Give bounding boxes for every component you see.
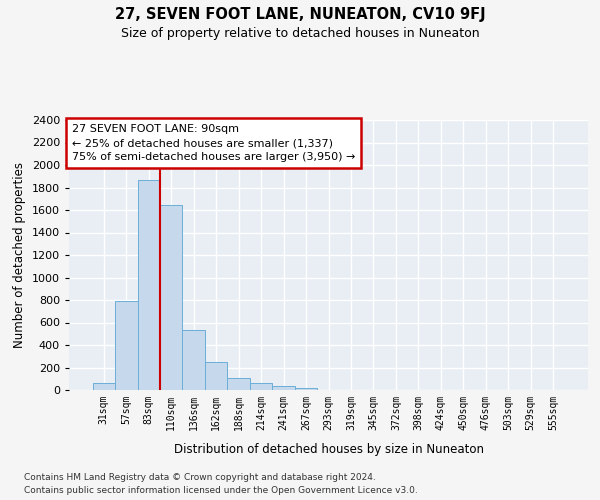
Y-axis label: Number of detached properties: Number of detached properties bbox=[13, 162, 26, 348]
Bar bbox=[160, 205, 182, 390]
Bar bbox=[205, 362, 227, 390]
Text: Contains public sector information licensed under the Open Government Licence v3: Contains public sector information licen… bbox=[24, 486, 418, 495]
Text: Distribution of detached houses by size in Nuneaton: Distribution of detached houses by size … bbox=[174, 442, 484, 456]
Bar bbox=[137, 180, 160, 390]
Bar bbox=[250, 383, 272, 390]
Bar bbox=[182, 330, 205, 390]
Bar bbox=[272, 386, 295, 390]
Bar bbox=[92, 383, 115, 390]
Bar bbox=[115, 301, 137, 390]
Bar bbox=[295, 388, 317, 390]
Text: Contains HM Land Registry data © Crown copyright and database right 2024.: Contains HM Land Registry data © Crown c… bbox=[24, 472, 376, 482]
Text: 27 SEVEN FOOT LANE: 90sqm
← 25% of detached houses are smaller (1,337)
75% of se: 27 SEVEN FOOT LANE: 90sqm ← 25% of detac… bbox=[71, 124, 355, 162]
Text: 27, SEVEN FOOT LANE, NUNEATON, CV10 9FJ: 27, SEVEN FOOT LANE, NUNEATON, CV10 9FJ bbox=[115, 8, 485, 22]
Text: Size of property relative to detached houses in Nuneaton: Size of property relative to detached ho… bbox=[121, 28, 479, 40]
Bar bbox=[227, 378, 250, 390]
